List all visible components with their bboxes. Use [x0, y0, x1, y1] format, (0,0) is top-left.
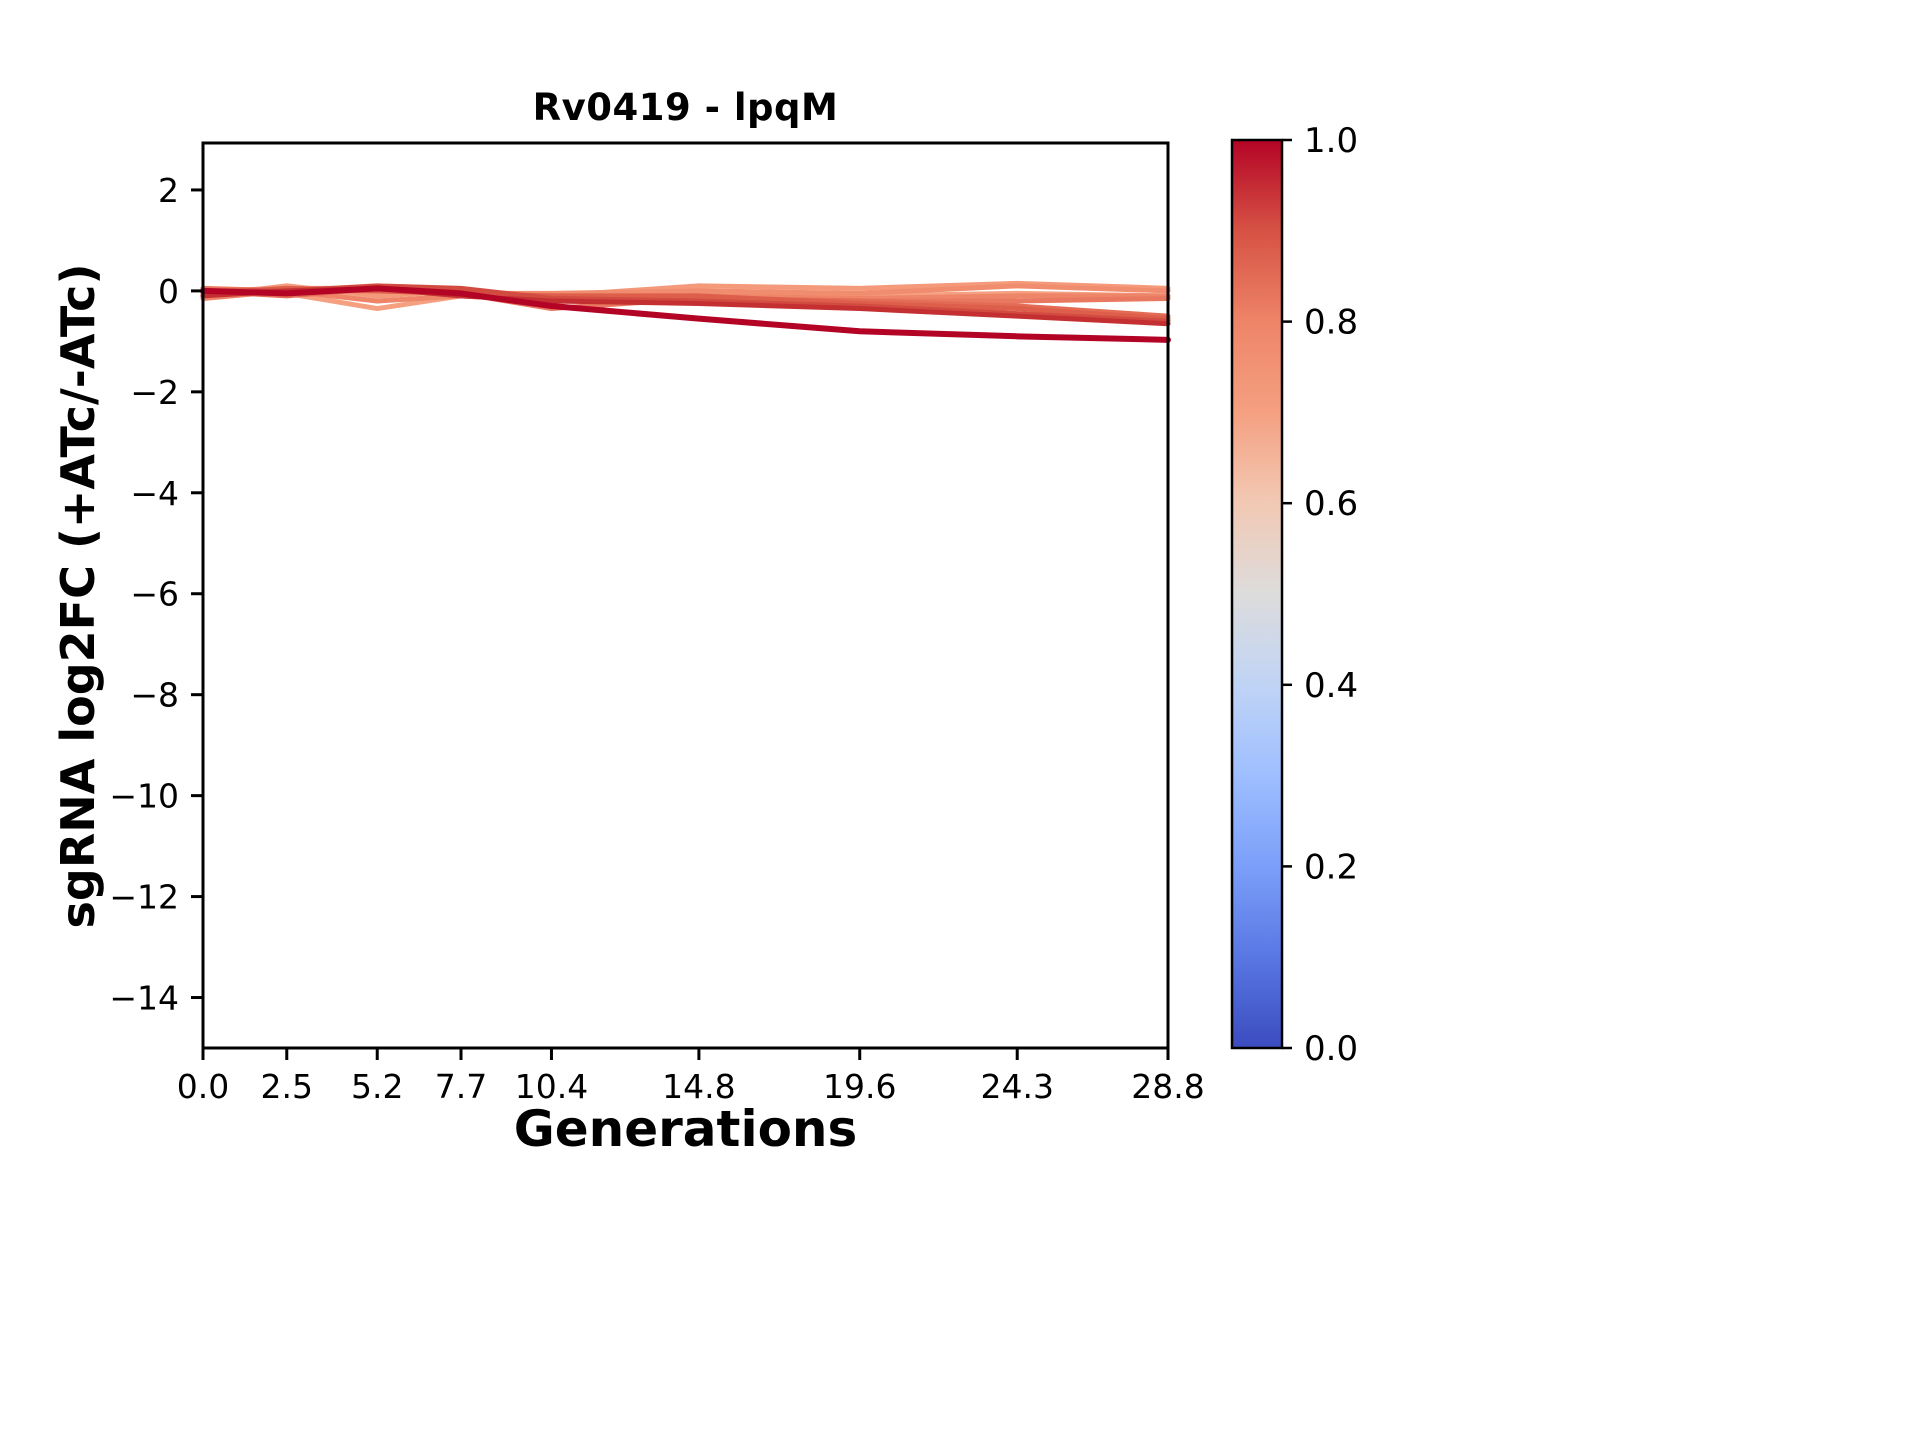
x-tick-label: 24.3	[980, 1067, 1053, 1106]
y-tick-label: −2	[130, 373, 179, 412]
colorbar-tick-label: 0.4	[1304, 666, 1358, 706]
x-tick-label: 5.2	[351, 1067, 403, 1106]
y-tick-label: 2	[158, 171, 179, 210]
x-tick-label: 14.8	[662, 1067, 735, 1106]
x-tick-label: 0.0	[177, 1067, 229, 1106]
y-tick-label: 0	[158, 272, 179, 311]
y-tick-label: −4	[130, 474, 179, 513]
x-tick-label: 10.4	[515, 1067, 588, 1106]
y-tick-label: −12	[109, 878, 179, 917]
x-tick-label: 28.8	[1131, 1067, 1204, 1106]
series-line	[200, 285, 1171, 343]
colorbar-tick-label: 0.2	[1304, 847, 1358, 887]
y-tick-label: −14	[109, 979, 179, 1018]
colorbar-tick-label: 0.8	[1304, 303, 1358, 343]
y-tick-label: −8	[130, 676, 179, 715]
chart-title: Rv0419 - lpqM	[532, 86, 839, 129]
colorbar-tick-label: 0.6	[1304, 484, 1358, 524]
x-axis-label: Generations	[513, 1100, 858, 1158]
y-axis-label: sgRNA log2FC (+ATc/-ATc)	[51, 263, 105, 929]
y-tick-label: −10	[109, 777, 179, 816]
x-tick-label: 7.7	[435, 1067, 487, 1106]
colorbar-tick-label: 0.0	[1304, 1029, 1358, 1069]
y-tick-label: −6	[130, 575, 179, 614]
colorbar	[1230, 138, 1284, 1050]
colorbar-tick-label: 1.0	[1304, 121, 1358, 161]
x-tick-label: 2.5	[261, 1067, 313, 1106]
x-tick-label: 19.6	[823, 1067, 896, 1106]
axes-frame	[201, 141, 1170, 1050]
